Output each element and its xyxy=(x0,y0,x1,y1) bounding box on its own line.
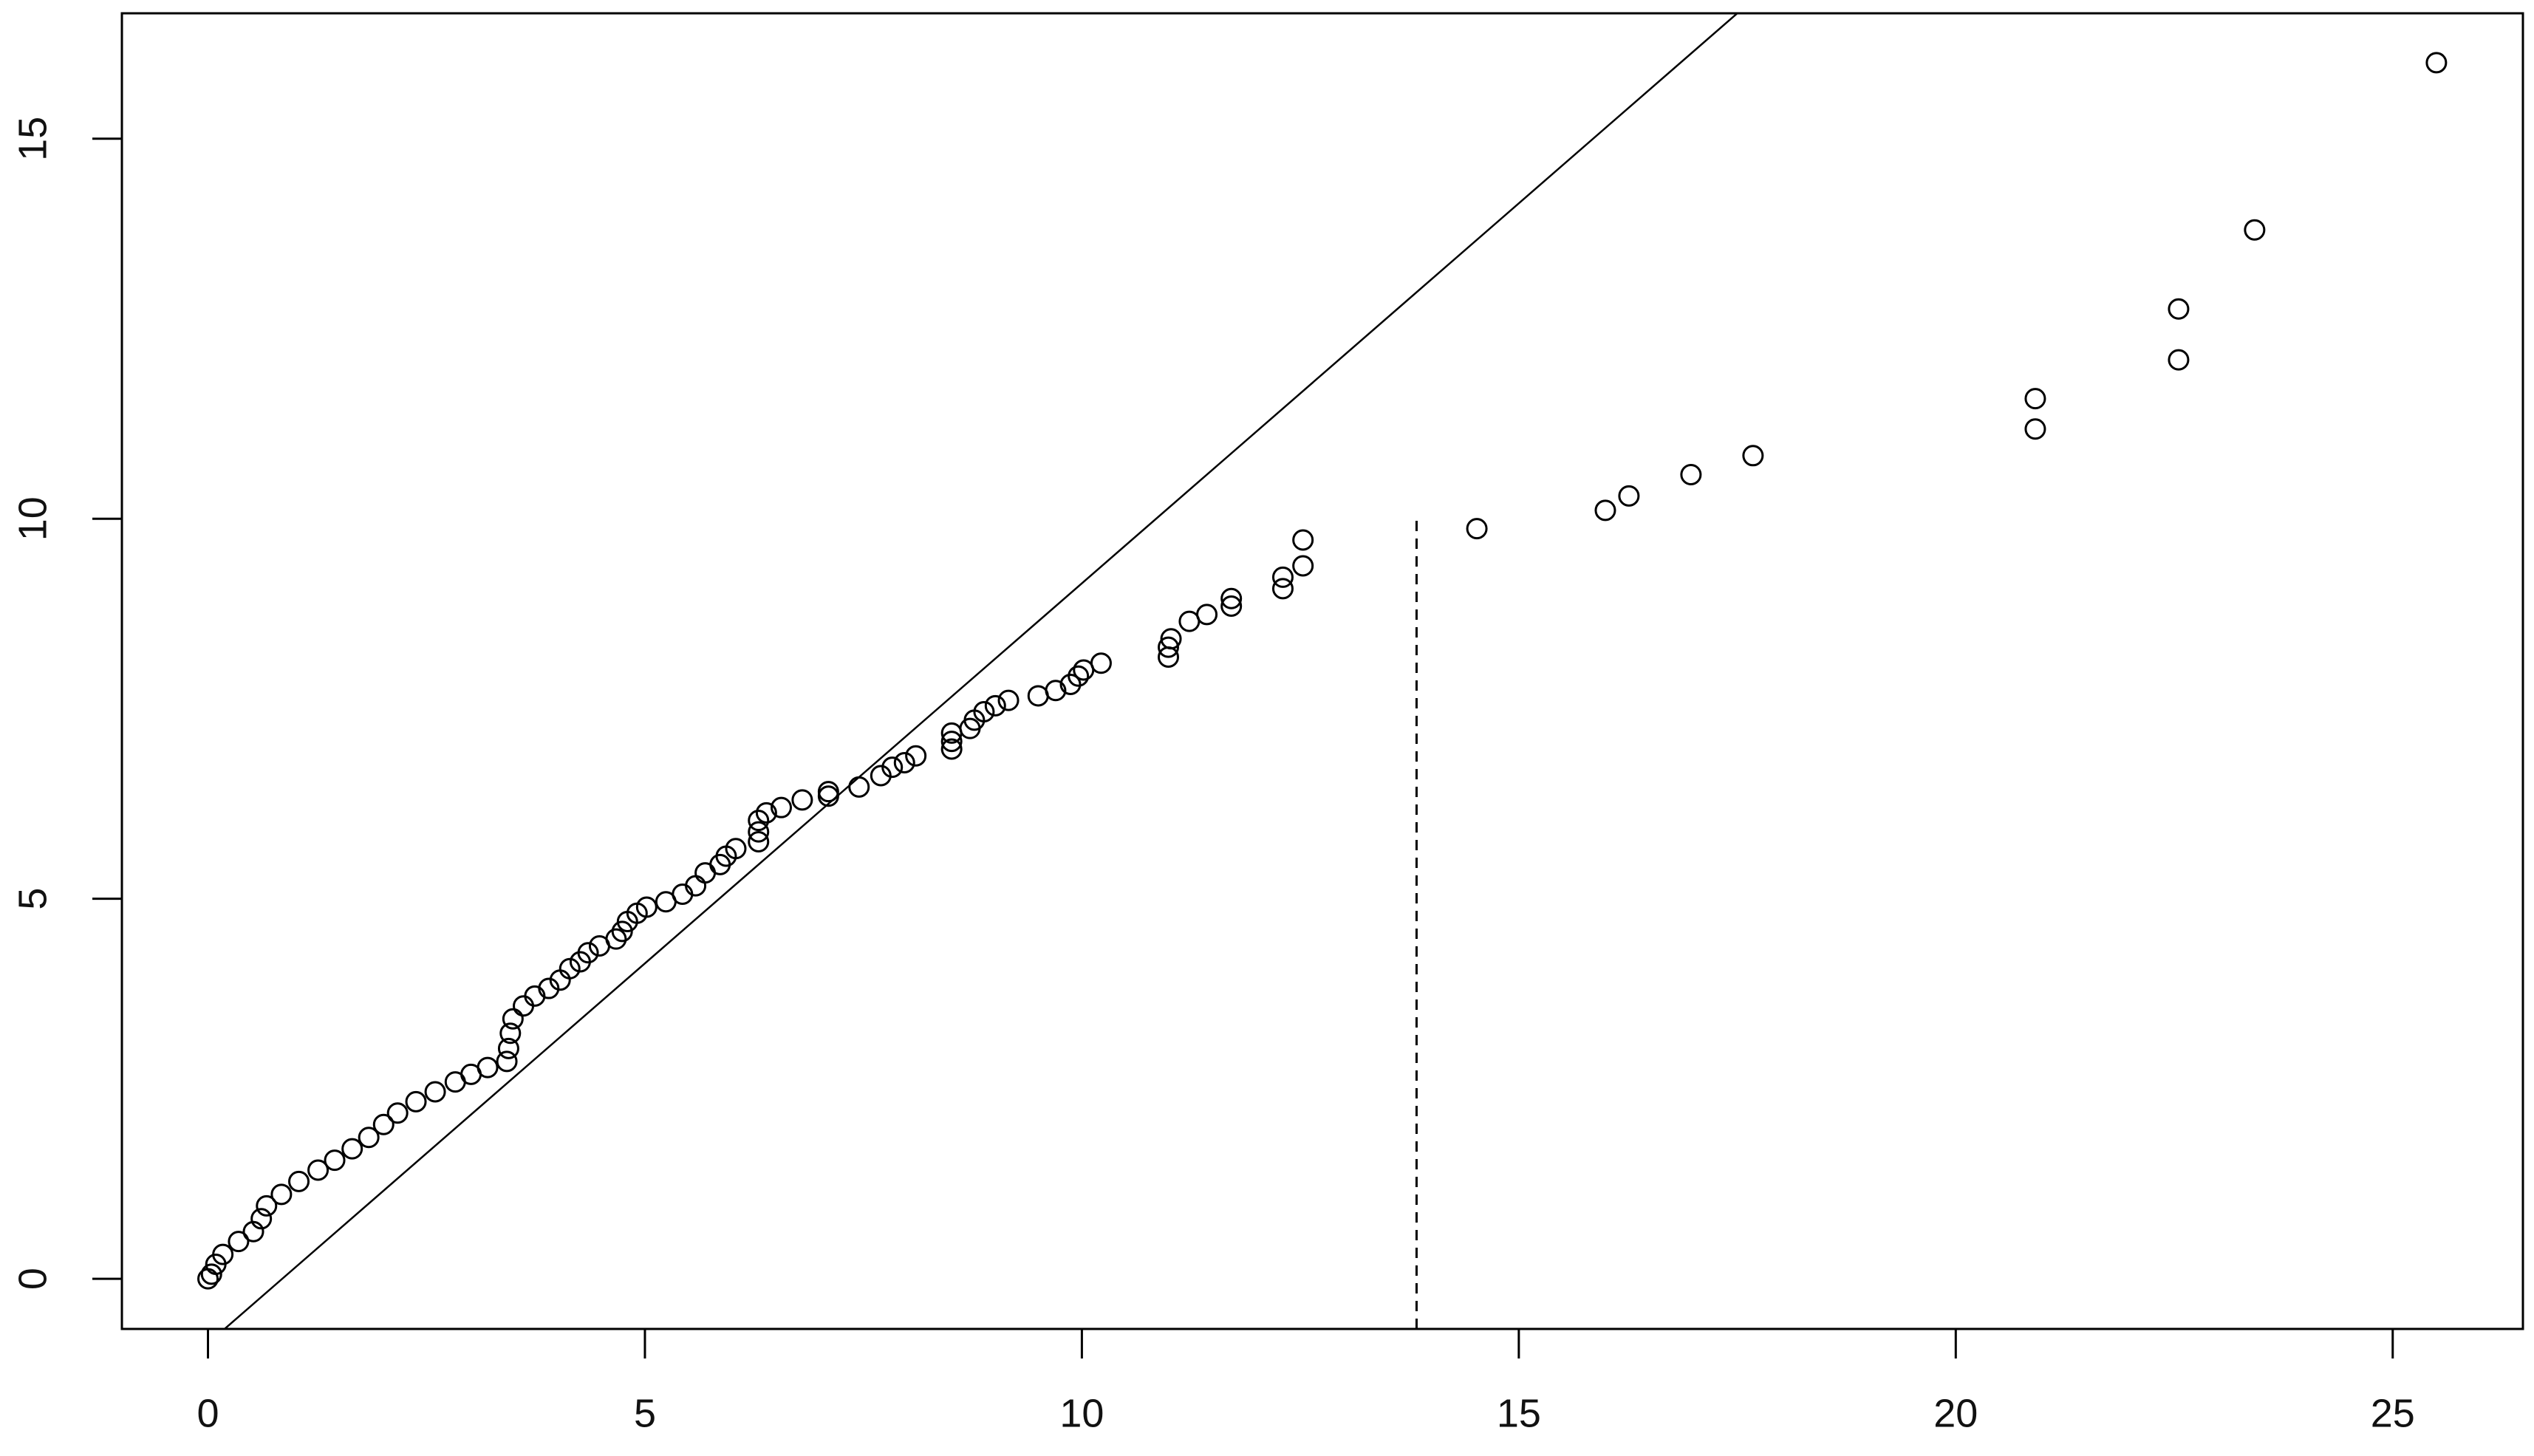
y-tick-label: 0 xyxy=(10,1268,55,1290)
x-tick-label: 5 xyxy=(634,1391,656,1435)
point xyxy=(200,1263,222,1285)
point xyxy=(1271,566,1294,588)
point xyxy=(791,789,813,811)
point xyxy=(1271,578,1294,600)
point xyxy=(1158,646,1180,668)
point xyxy=(1158,636,1180,658)
point xyxy=(893,751,915,773)
point xyxy=(848,776,870,798)
point xyxy=(1466,518,1488,540)
point xyxy=(256,1194,278,1217)
point xyxy=(1618,485,1640,507)
point xyxy=(940,722,963,744)
point xyxy=(940,738,963,760)
point xyxy=(242,1220,264,1243)
x-tick-label: 15 xyxy=(1497,1391,1541,1435)
point xyxy=(1059,674,1082,696)
point xyxy=(372,1113,395,1135)
point xyxy=(1742,445,1764,467)
point xyxy=(2024,418,2046,440)
point xyxy=(405,1090,427,1112)
point xyxy=(1068,665,1090,687)
point xyxy=(2168,349,2190,371)
point xyxy=(755,802,777,824)
point xyxy=(496,1050,518,1073)
point xyxy=(2168,298,2190,320)
point xyxy=(1027,685,1049,707)
point xyxy=(2425,52,2448,74)
point xyxy=(1220,587,1243,609)
point xyxy=(870,765,892,787)
point xyxy=(748,830,770,852)
point xyxy=(1594,499,1616,522)
point xyxy=(386,1102,409,1124)
point xyxy=(940,731,963,753)
y-tick-label: 15 xyxy=(10,117,55,161)
point xyxy=(1680,464,1702,486)
point xyxy=(817,785,839,807)
point xyxy=(748,810,770,832)
point xyxy=(513,995,535,1017)
plot-area xyxy=(197,13,2448,1329)
x-tick-label: 20 xyxy=(1933,1391,1978,1435)
point xyxy=(497,1037,519,1059)
x-tick-label: 0 xyxy=(197,1391,219,1435)
point xyxy=(748,821,770,843)
point xyxy=(499,1022,522,1045)
point xyxy=(694,862,717,884)
point xyxy=(588,934,610,957)
reference-line xyxy=(223,13,1739,1329)
point xyxy=(1196,604,1218,626)
y-tick-label: 10 xyxy=(10,496,55,541)
point xyxy=(270,1183,293,1206)
plot-frame xyxy=(120,12,2524,1330)
point xyxy=(307,1159,329,1181)
point xyxy=(984,694,1006,717)
point xyxy=(424,1081,446,1103)
point xyxy=(358,1127,380,1149)
point xyxy=(1073,659,1095,681)
point xyxy=(228,1231,250,1253)
point xyxy=(324,1149,346,1172)
point xyxy=(1178,610,1201,632)
point xyxy=(616,911,638,933)
point xyxy=(1090,652,1112,674)
point xyxy=(444,1071,466,1093)
point xyxy=(655,891,677,913)
point xyxy=(905,745,927,767)
y-tick-label: 5 xyxy=(10,888,55,910)
point xyxy=(502,1008,524,1030)
point xyxy=(770,796,792,818)
point xyxy=(288,1170,310,1192)
point xyxy=(1292,555,1314,577)
point xyxy=(1292,529,1314,551)
point xyxy=(611,920,633,943)
point xyxy=(2024,388,2046,410)
point xyxy=(817,781,839,803)
point xyxy=(569,951,591,973)
x-tick-label: 10 xyxy=(1059,1391,1104,1435)
point xyxy=(2244,219,2266,241)
x-tick-label: 25 xyxy=(2371,1391,2415,1435)
point xyxy=(1220,595,1243,618)
point xyxy=(341,1138,363,1160)
point xyxy=(197,1268,219,1290)
point xyxy=(997,689,1020,711)
